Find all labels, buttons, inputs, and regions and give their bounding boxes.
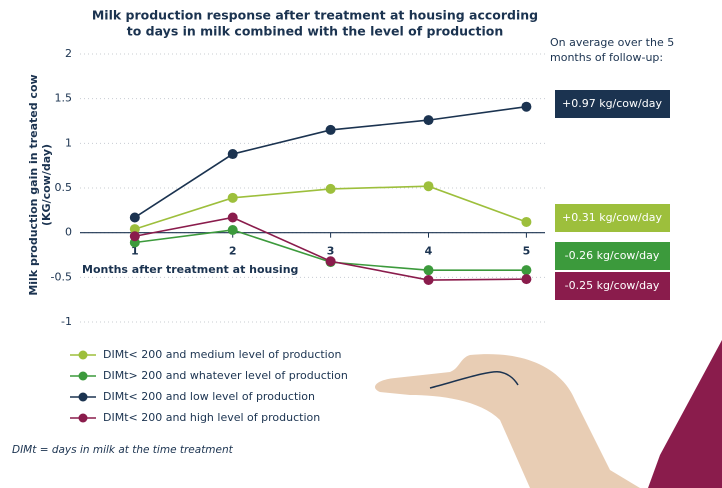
x-tick-label: 3 [327, 245, 335, 258]
data-point [227, 149, 238, 160]
data-point [423, 275, 434, 286]
y-tick-label: 1.5 [55, 92, 73, 105]
data-point [227, 224, 238, 235]
data-point [423, 115, 434, 126]
chart-title: to days in milk combined with the level … [127, 24, 503, 39]
legend-label: DIMt> 200 and whatever level of producti… [103, 369, 348, 382]
legend-label: DIMt< 200 and low level of production [103, 390, 315, 403]
data-point [521, 265, 532, 276]
data-point [325, 124, 336, 135]
y-tick-label: 0 [65, 226, 72, 239]
y-tick-label: -1 [61, 315, 72, 328]
data-point [423, 265, 434, 276]
y-tick-label: 0.5 [55, 181, 73, 194]
data-point [521, 274, 532, 285]
data-point [227, 192, 238, 203]
data-point [129, 224, 140, 235]
y-tick-label: 2 [65, 47, 72, 60]
data-point [521, 101, 532, 112]
note: On average over the 5 [550, 36, 674, 49]
legend-marker [78, 350, 88, 360]
y-tick-label: 1 [65, 136, 72, 149]
sleeve [648, 340, 722, 488]
x-tick-label: 4 [425, 245, 433, 258]
data-point [129, 212, 140, 223]
x-axis-label: Months after treatment at housing [82, 263, 298, 276]
legend-label: DIMt< 200 and high level of production [103, 411, 320, 424]
x-tick-label: 5 [523, 245, 531, 258]
legend-label: DIMt< 200 and medium level of production [103, 348, 341, 361]
chart-title: Milk production response after treatment… [92, 8, 538, 23]
legend-marker [78, 392, 88, 402]
annotation-box [555, 90, 670, 118]
footnote: DIMt = days in milk at the time treatmen… [12, 444, 234, 456]
annotation-box [555, 272, 670, 300]
y-tick-label: -0.5 [51, 270, 72, 283]
annotation-box [555, 242, 670, 270]
data-point [325, 256, 336, 267]
note: months of follow-up: [550, 51, 663, 64]
legend-marker [78, 371, 88, 381]
annotation: +0.97 kg/cow/day [562, 97, 662, 110]
annotation: +0.31 kg/cow/day [562, 211, 662, 224]
hand [375, 354, 640, 488]
y-axis-label: (KG/cow/day) [40, 144, 53, 226]
x-tick-label: 2 [229, 245, 237, 258]
annotation: -0.25 kg/cow/day [565, 279, 660, 292]
hand-outline [429, 371, 519, 389]
legend-marker [78, 413, 88, 423]
data-point [423, 181, 434, 192]
annotation: -0.26 kg/cow/day [565, 249, 660, 262]
y-axis-label: Milk production gain in treated cow [27, 74, 40, 295]
data-point [129, 231, 140, 242]
x-tick-label: 1 [131, 245, 139, 258]
data-point [325, 183, 336, 194]
data-point [227, 212, 238, 223]
data-point [521, 216, 532, 227]
annotation-box [555, 204, 670, 232]
